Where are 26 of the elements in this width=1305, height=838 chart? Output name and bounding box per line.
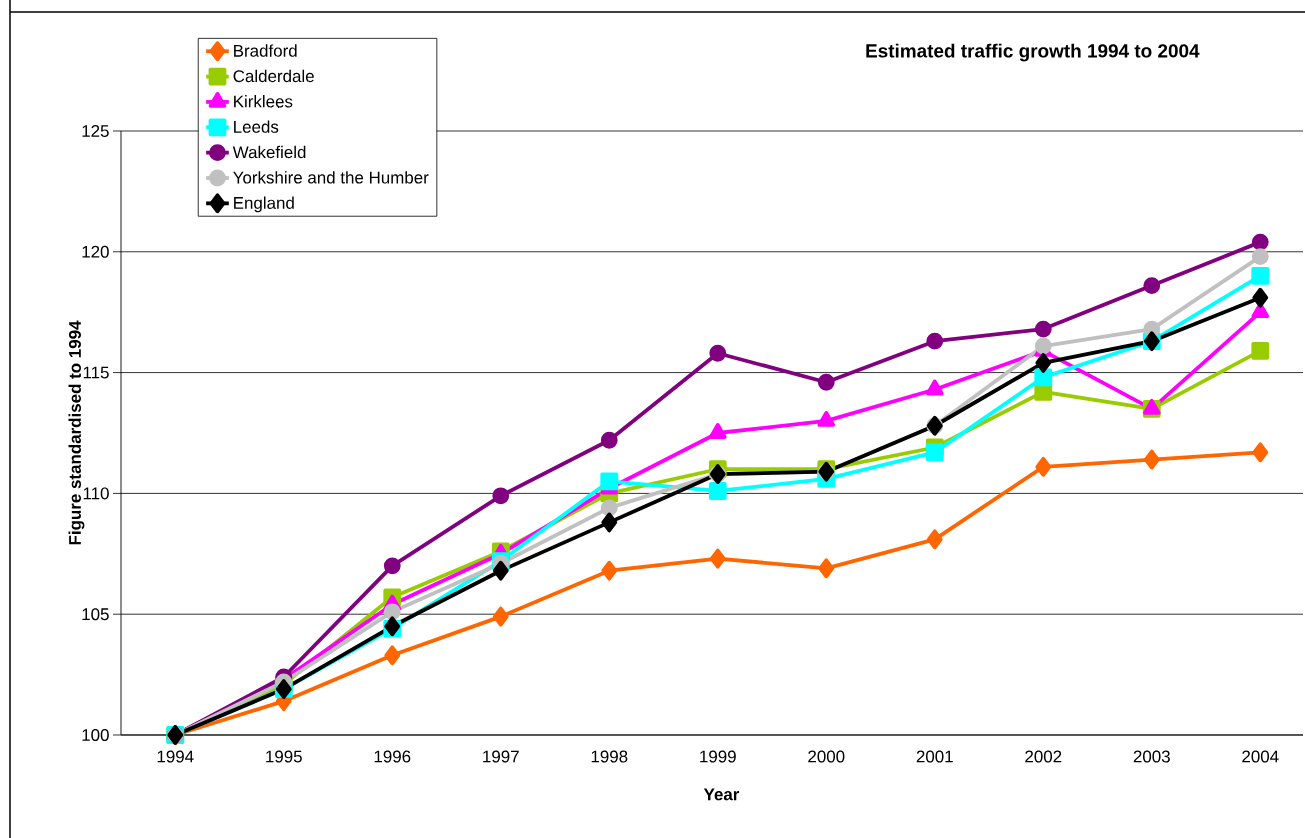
x-tick-label: 1997 (483, 750, 519, 763)
y-tick-label: 125 (82, 124, 109, 137)
x-tick-label: 1994 (157, 750, 194, 763)
legend-label: Calderdale (233, 69, 314, 83)
legend-label: Leeds (234, 120, 279, 133)
x-tick-label: 2000 (808, 750, 845, 763)
x-tick-label: 2002 (1025, 750, 1062, 763)
x-tick-label: 1996 (374, 750, 411, 763)
x-tick-label: 2003 (1133, 750, 1170, 763)
x-tick-label: 2004 (1242, 750, 1279, 763)
legend-label: Yorkshire and the Humber (233, 171, 429, 184)
legend-label: England (234, 196, 294, 213)
x-tick-label: 1998 (591, 750, 628, 763)
legend-label: Wakefield (232, 145, 306, 159)
y-tick-label: 120 (82, 245, 109, 258)
chart-title: Estimated traffic growth 1994 to 2004 (866, 43, 1200, 62)
legend-label: Bradford (234, 44, 297, 57)
legend-label: Kirklees (234, 95, 293, 108)
x-axis-title: Year (703, 788, 740, 801)
x-tick-label: 1995 (266, 750, 302, 763)
y-tick-label: 100 (82, 729, 109, 741)
y-tick-label: 110 (83, 487, 109, 500)
y-tick-label: 115 (83, 366, 109, 379)
x-tick-label: 1999 (700, 750, 736, 763)
y-tick-label: 105 (82, 608, 109, 621)
x-tick-label: 2001 (916, 750, 953, 763)
